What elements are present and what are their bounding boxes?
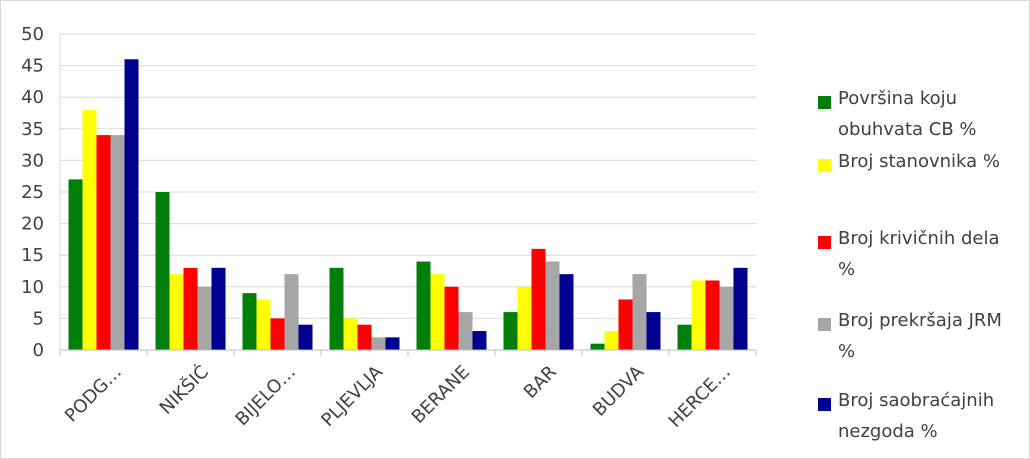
legend-swatch [818,159,831,172]
y-tick-labels: 0 5 10 15 20 25 30 35 40 45 50 [21,24,44,361]
y-tick-label: 0 [33,340,44,361]
bar [503,312,518,350]
x-tick-labels: PODG… NIKŠIĆ BIJELO… PLJEVLJA BERANE BAR BUDVA… [61,361,735,432]
legend-item: Površina koju obuhvata CB % [818,88,1018,145]
bars [68,59,748,350]
bar [343,318,358,350]
bar [124,59,139,350]
bar [618,299,633,350]
x-tick-label: BERANE [408,362,474,428]
x-tick-label: BUDVA [589,361,649,421]
legend-item: Broj stanovnika % [818,151,1018,177]
bar [211,267,226,350]
x-tick-label: PODG… [61,362,126,427]
bar [197,286,212,350]
legend-swatch [818,398,831,411]
legend-label: Broj saobraćajnih nezgoda % [838,390,995,442]
x-tick-label: PLJEVLJA [317,361,387,431]
bar [604,331,619,350]
y-tick-label: 20 [21,214,44,235]
legend-label: Površina koju obuhvata CB % [838,88,977,140]
bar [256,299,271,350]
bar [96,135,111,350]
y-tick-label: 25 [21,182,44,203]
legend-item: Broj prekršaja JRM % [818,310,1018,367]
bar [472,331,487,350]
bar [531,248,546,350]
bar [430,274,445,350]
bar [284,274,299,350]
legend-item: Broj saobraćajnih nezgoda % [818,390,1018,447]
bar [82,109,97,350]
bar [632,274,647,350]
bar [444,286,459,350]
y-tick-label: 5 [33,308,44,329]
y-tick-label: 40 [21,87,44,108]
bar [559,274,574,350]
bar [646,312,661,350]
bar [458,312,473,350]
bar [110,135,125,350]
legend-swatch [818,96,831,109]
bar [155,192,170,350]
legend-swatch [818,318,831,331]
bar [329,267,344,350]
bar [691,280,706,350]
bar [590,343,605,350]
bar [517,286,532,350]
x-tick-label: BAR [520,362,561,403]
y-tick-label: 30 [21,150,44,171]
bar [371,337,386,350]
bar [357,324,372,350]
bar [545,261,560,350]
x-tick-label: NIKŠIĆ [155,361,213,419]
bar [298,324,313,350]
y-tick-label: 45 [21,56,44,77]
bar [270,318,285,350]
y-tick-label: 50 [21,24,44,45]
legend-item: Broj krivičnih dela % [818,228,1018,285]
axes [59,34,757,356]
x-tick-label: BIJELO… [231,362,300,431]
bar [416,261,431,350]
x-tick-label: HERCE… [665,362,735,432]
legend-label: Broj krivičnih dela % [838,228,1000,280]
bar [169,274,184,350]
bar [733,267,748,350]
legend-label: Broj stanovnika % [838,151,1000,172]
bar [705,280,720,350]
y-tick-label: 15 [21,245,44,266]
bar [385,337,400,350]
bar [183,267,198,350]
bar [242,293,257,350]
legend-label: Broj prekršaja JRM % [838,310,1002,362]
y-tick-label: 10 [21,277,44,298]
legend-swatch [818,236,831,249]
bar [719,286,734,350]
bar [68,179,83,350]
y-tick-label: 35 [21,119,44,140]
bar [677,324,692,350]
